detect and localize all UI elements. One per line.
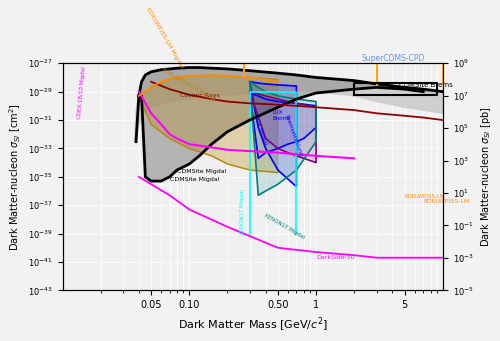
Text: CDEX-1B/10 Migdal: CDEX-1B/10 Migdal — [77, 65, 86, 119]
Text: EDELWEISS-LM Migdal: EDELWEISS-LM Migdal — [146, 6, 184, 69]
Text: Bremsstrahlung: Bremsstrahlung — [283, 114, 303, 157]
Polygon shape — [250, 82, 296, 187]
Y-axis label: Dark Matter-nucleon $\sigma_{SI}$ [cm$^2$]: Dark Matter-nucleon $\sigma_{SI}$ [cm$^2… — [7, 103, 22, 251]
Text: DarkSide-50: DarkSide-50 — [316, 255, 354, 261]
Polygon shape — [250, 93, 316, 158]
Polygon shape — [250, 92, 316, 163]
Polygon shape — [250, 82, 316, 195]
Text: EDELWEISS-LM: EDELWEISS-LM — [404, 194, 446, 199]
Polygon shape — [139, 68, 443, 181]
Y-axis label: Dark Matter-nucleon $\sigma_{SI}$ [pb]: Dark Matter-nucleon $\sigma_{SI}$ [pb] — [479, 106, 493, 247]
Polygon shape — [134, 68, 443, 142]
Text: XENON1T Migdal: XENON1T Migdal — [240, 188, 244, 235]
Text: SuperCDMS-CPD: SuperCDMS-CPD — [362, 54, 426, 63]
Text: LUX Migdal: LUX Migdal — [254, 115, 268, 145]
Text: LUX
Brems: LUX Brems — [272, 110, 289, 121]
Text: EDELWEISS-LM: EDELWEISS-LM — [423, 199, 470, 204]
Polygon shape — [139, 75, 278, 173]
Text: CDMSite Brems: CDMSite Brems — [399, 83, 452, 88]
Text: XENON1T Migdal: XENON1T Migdal — [263, 213, 306, 240]
Text: CDMSite Migdal: CDMSite Migdal — [177, 169, 226, 174]
X-axis label: Dark Matter Mass [GeV/$c^2$]: Dark Matter Mass [GeV/$c^2$] — [178, 316, 328, 334]
Text: CDMSite Migdal: CDMSite Migdal — [170, 177, 219, 182]
Text: EDELWEISS-LM Migdal: EDELWEISS-LM Migdal — [161, 68, 216, 103]
Text: Cosmic Rays: Cosmic Rays — [180, 93, 220, 98]
